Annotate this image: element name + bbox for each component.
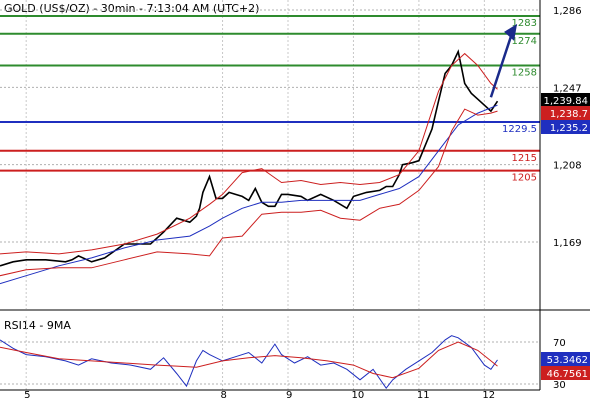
- x-tick-label: 9: [286, 390, 292, 400]
- x-tick-label: 5: [24, 390, 30, 400]
- forecast-arrow-head: [504, 23, 518, 41]
- level-label: 1229.5: [502, 124, 537, 135]
- rsi-marker-box: [541, 352, 590, 366]
- price-marker-label: 1,235.2: [550, 123, 588, 134]
- level-label: 1274: [512, 36, 537, 47]
- price-marker-label: 1,238.7: [550, 109, 588, 120]
- rsi-panel: RSI14 - 9MA 70 30: [0, 316, 566, 391]
- x-tick-label: 8: [221, 390, 227, 400]
- level-label: 1215: [512, 153, 537, 164]
- rsi-chart-title: RSI14 - 9MA: [4, 319, 71, 332]
- x-tick-label: 10: [351, 390, 364, 400]
- rsi-y-tick-label: 70: [553, 338, 566, 349]
- level-label: 1205: [512, 173, 537, 184]
- price-y-tick-label: 1,286: [553, 6, 582, 17]
- price-marker-box: [541, 93, 590, 107]
- rsi-marker-label: 53.3462: [547, 355, 588, 366]
- price-y-tick-label: 1,169: [553, 238, 582, 249]
- price-marker-box: [541, 106, 590, 120]
- price-panel: GOLD (US$/OZ) - 30min - 7:13:04 AM (UTC+…: [0, 0, 582, 309]
- rsi-marker-label: 46.7561: [547, 369, 588, 380]
- price-marker-box: [541, 120, 590, 134]
- price-series-line-0: [0, 49, 499, 267]
- x-tick-label: 12: [482, 390, 495, 400]
- level-label: 1258: [512, 68, 537, 79]
- price-marker-label: 1,239.84: [543, 96, 588, 107]
- price-y-tick-label: 1,247: [553, 83, 582, 94]
- level-label: 1283: [512, 18, 537, 29]
- rsi-plot-area: [0, 316, 540, 390]
- forecast-arrow-shaft: [489, 29, 515, 98]
- rsi-y-tick-label: 30: [553, 380, 566, 391]
- price-y-tick-label: 1,208: [553, 161, 582, 172]
- x-tick-label: 11: [417, 390, 430, 400]
- price-chart-title: GOLD (US$/OZ) - 30min - 7:13:04 AM (UTC+…: [4, 2, 259, 15]
- rsi-marker-box: [541, 366, 590, 380]
- price-series-line-2: [0, 52, 498, 255]
- rsi-series-line-1: [0, 341, 498, 379]
- price-series-line-3: [0, 108, 498, 277]
- price-plot-area: [0, 0, 540, 309]
- price-series-line-1: [0, 104, 498, 285]
